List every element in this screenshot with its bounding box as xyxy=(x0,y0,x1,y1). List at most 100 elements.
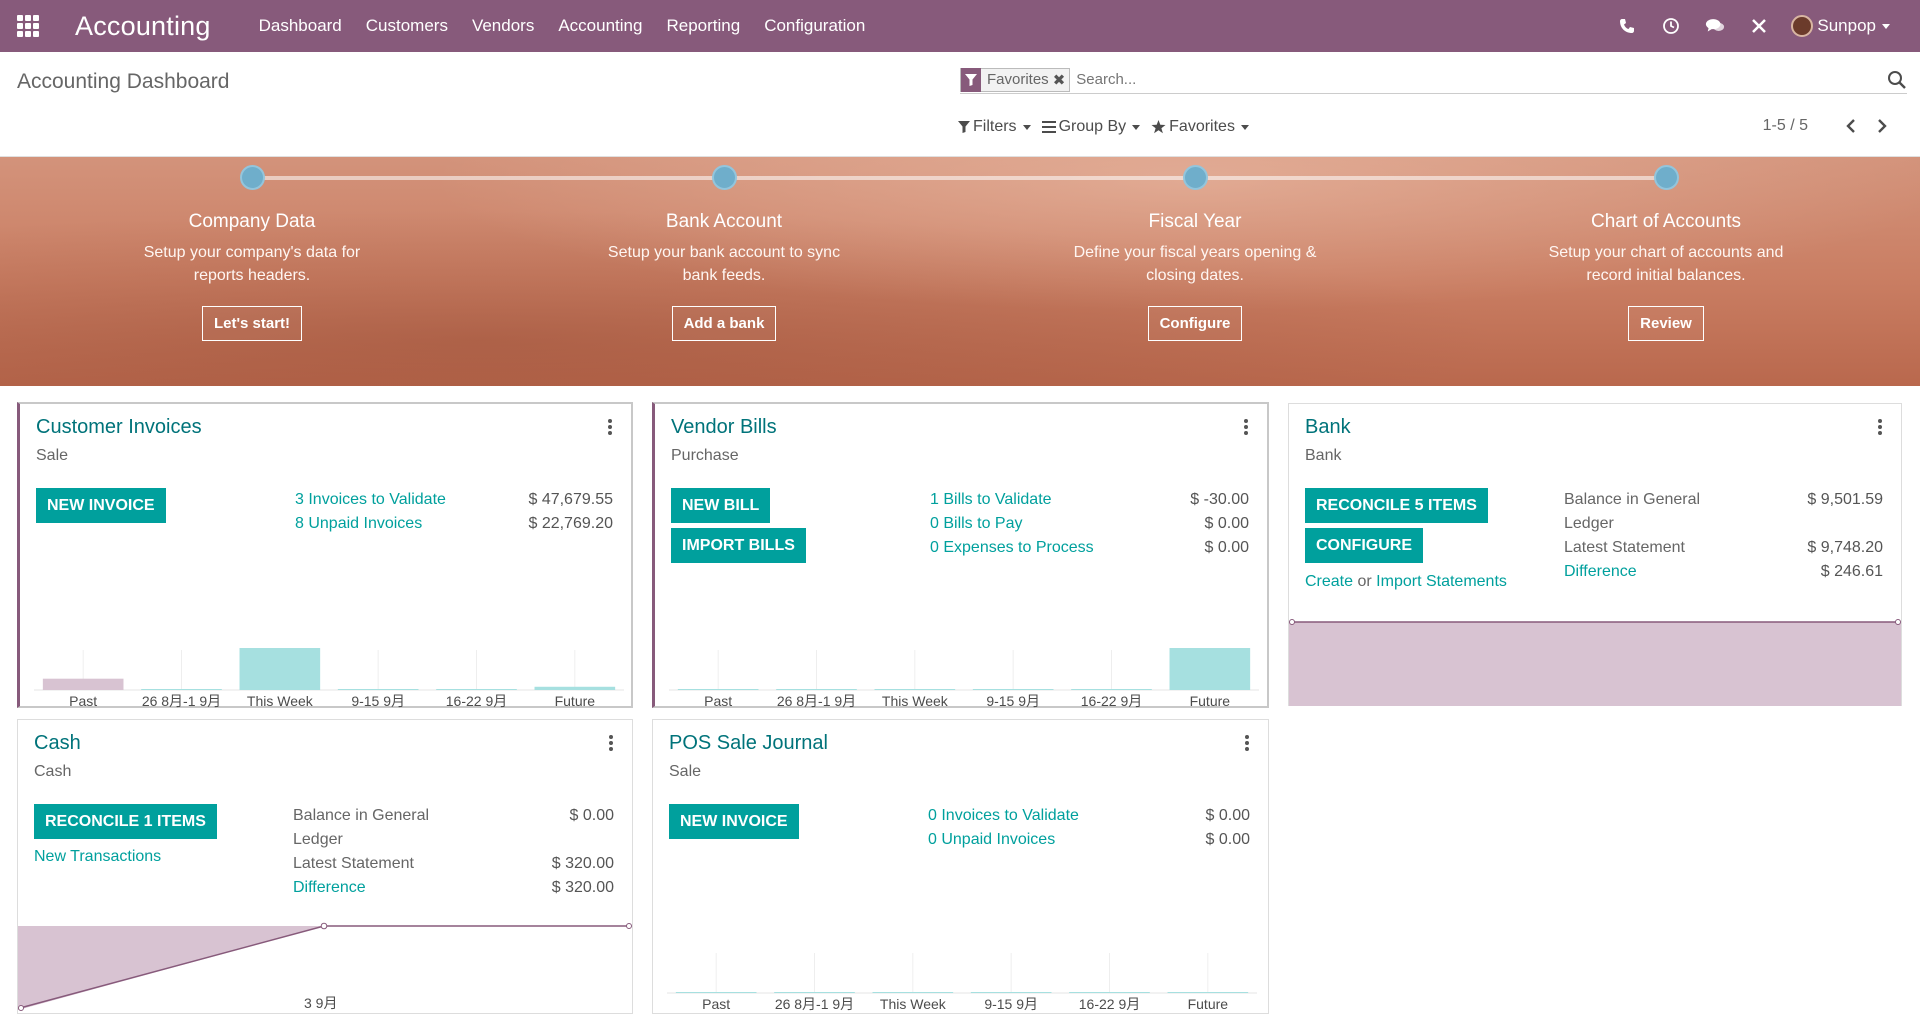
groupby-label: Group By xyxy=(1058,118,1127,135)
search-facet: Favorites ✖ xyxy=(960,67,1071,92)
step-bank-account: Bank Account Setup your bank account to … xyxy=(574,165,874,341)
create-import-line: Create or Import Statements xyxy=(1305,570,1507,594)
favorites-dropdown[interactable]: Favorites xyxy=(1151,118,1249,136)
step-dot xyxy=(239,165,265,190)
card-subtitle: Cash xyxy=(34,763,72,780)
pager-value[interactable]: 1-5 / 5 xyxy=(1762,117,1808,134)
card-subtitle: Sale xyxy=(669,763,702,780)
kebab-menu-icon[interactable] xyxy=(609,735,613,751)
latest-statement-value: $ 9,748.20 xyxy=(1807,539,1883,556)
new-invoice-button[interactable]: NEW INVOICE xyxy=(669,804,799,839)
x-axis-label: 3 9月 xyxy=(304,995,338,1011)
step-desc: Setup your bank account to sync bank fee… xyxy=(607,244,841,284)
step-title: Company Data xyxy=(188,211,316,232)
invoices-to-validate-link[interactable]: 3 Invoices to Validate xyxy=(295,491,446,508)
groupby-dropdown[interactable]: Group By xyxy=(1041,118,1141,136)
menu-accounting[interactable]: Accounting xyxy=(558,16,643,35)
kebab-menu-icon[interactable] xyxy=(1244,419,1248,435)
review-button[interactable]: Review xyxy=(1628,306,1704,341)
invoices-to-validate-link[interactable]: 0 Invoices to Validate xyxy=(928,807,1079,824)
chat-icon[interactable] xyxy=(1705,16,1725,36)
card-title[interactable]: POS Sale Journal xyxy=(669,732,828,754)
bills-to-pay-link[interactable]: 0 Bills to Pay xyxy=(930,515,1023,532)
latest-statement-label: Latest Statement xyxy=(1564,539,1685,556)
kebab-menu-icon[interactable] xyxy=(1245,735,1249,751)
caret-down-icon xyxy=(1022,124,1031,130)
step-title: Chart of Accounts xyxy=(1591,211,1741,232)
add-bank-button[interactable]: Add a bank xyxy=(671,306,777,341)
card-title[interactable]: Customer Invoices xyxy=(36,416,202,438)
card-bank: Bank Bank RECONCILE 5 ITEMS CONFIGURE Cr… xyxy=(1288,403,1902,706)
bar-0 xyxy=(675,992,757,993)
step-desc: Setup your company's data for reports he… xyxy=(143,244,361,284)
invoices-to-validate-value: $ 0.00 xyxy=(1205,807,1250,824)
search-icon[interactable] xyxy=(1887,70,1907,95)
card-subtitle: Purchase xyxy=(671,447,739,464)
bar-label-3: 9-15 9月 xyxy=(984,996,1038,1012)
configure-bank-button[interactable]: CONFIGURE xyxy=(1305,528,1423,563)
difference-link[interactable]: Difference xyxy=(1564,563,1637,580)
phone-icon[interactable] xyxy=(1617,16,1637,36)
unpaid-invoices-link[interactable]: 8 Unpaid Invoices xyxy=(295,515,423,532)
step-desc: Setup your chart of accounts and record … xyxy=(1548,244,1784,284)
chevron-left-icon[interactable] xyxy=(1843,116,1859,136)
step-fiscal-year: Fiscal Year Define your fiscal years ope… xyxy=(1045,165,1345,341)
caret-down-icon xyxy=(1240,124,1249,130)
reconcile-items-button[interactable]: RECONCILE 1 ITEMS xyxy=(34,804,217,839)
filter-icon xyxy=(961,67,981,92)
clock-icon[interactable] xyxy=(1661,16,1681,36)
kebab-menu-icon[interactable] xyxy=(608,419,612,435)
top-navbar: Accounting Dashboard Customers Vendors A… xyxy=(0,0,1920,52)
bar-2 xyxy=(872,992,954,993)
kebab-menu-icon[interactable] xyxy=(1878,419,1882,435)
app-brand[interactable]: Accounting xyxy=(75,10,211,41)
step-desc: Define your fiscal years opening & closi… xyxy=(1073,244,1317,284)
expenses-to-process-link[interactable]: 0 Expenses to Process xyxy=(930,539,1094,556)
reconcile-items-button[interactable]: RECONCILE 5 ITEMS xyxy=(1305,488,1488,523)
menu-reporting[interactable]: Reporting xyxy=(666,16,741,35)
menu-customers[interactable]: Customers xyxy=(365,16,448,35)
create-statement-link[interactable]: Create xyxy=(1305,573,1354,590)
configure-fiscal-button[interactable]: Configure xyxy=(1147,306,1243,341)
search-input[interactable] xyxy=(1076,71,1857,88)
card-title[interactable]: Vendor Bills xyxy=(671,416,777,438)
card-vendor-bills: Vendor Bills Purchase NEW BILL IMPORT BI… xyxy=(652,402,1269,709)
card-subtitle: Sale xyxy=(36,447,69,464)
debug-tools-icon[interactable] xyxy=(1749,16,1769,36)
user-name: Sunpop xyxy=(1817,16,1876,35)
navbar-right: Sunpop xyxy=(1605,0,1920,52)
menu-vendors[interactable]: Vendors xyxy=(471,16,535,35)
new-invoice-button[interactable]: NEW INVOICE xyxy=(36,488,166,523)
facet-remove-icon[interactable]: ✖ xyxy=(1052,71,1066,89)
cash-balance-chart xyxy=(18,922,632,1011)
card-title[interactable]: Cash xyxy=(34,732,81,754)
bar-4 xyxy=(436,689,517,690)
difference-link[interactable]: Difference xyxy=(293,879,366,896)
filters-dropdown[interactable]: Filters xyxy=(958,118,1031,136)
avatar xyxy=(1791,15,1814,37)
card-pos-sale-journal: POS Sale Journal Sale NEW INVOICE 0 Invo… xyxy=(652,719,1269,1014)
progress-line xyxy=(252,176,1666,180)
apps-grid-icon[interactable] xyxy=(16,14,40,38)
new-bill-button[interactable]: NEW BILL xyxy=(671,488,771,523)
caret-down-icon xyxy=(1132,124,1141,130)
chevron-right-icon[interactable] xyxy=(1874,116,1890,136)
filters-label: Filters xyxy=(973,118,1017,135)
user-menu[interactable]: Sunpop xyxy=(1791,15,1890,37)
unpaid-invoices-link[interactable]: 0 Unpaid Invoices xyxy=(928,831,1056,848)
unpaid-invoices-value: $ 0.00 xyxy=(1205,831,1250,848)
import-statements-link[interactable]: Import Statements xyxy=(1376,573,1507,590)
card-customer-invoices: Customer Invoices Sale NEW INVOICE 3 Inv… xyxy=(17,402,633,709)
bills-to-validate-link[interactable]: 1 Bills to Validate xyxy=(930,491,1052,508)
unpaid-invoices-value: $ 22,769.20 xyxy=(528,515,613,532)
new-transactions-link[interactable]: New Transactions xyxy=(34,848,162,865)
lets-start-button[interactable]: Let's start! xyxy=(201,306,303,341)
bar-5 xyxy=(1167,992,1249,993)
bar-label-5: Future xyxy=(1190,693,1231,709)
bar-label-1: 26 8月-1 9月 xyxy=(777,693,856,709)
list-icon xyxy=(1041,121,1056,133)
import-bills-button[interactable]: IMPORT BILLS xyxy=(671,528,806,563)
card-title[interactable]: Bank xyxy=(1305,416,1351,438)
menu-configuration[interactable]: Configuration xyxy=(764,16,866,35)
menu-dashboard[interactable]: Dashboard xyxy=(258,16,342,35)
